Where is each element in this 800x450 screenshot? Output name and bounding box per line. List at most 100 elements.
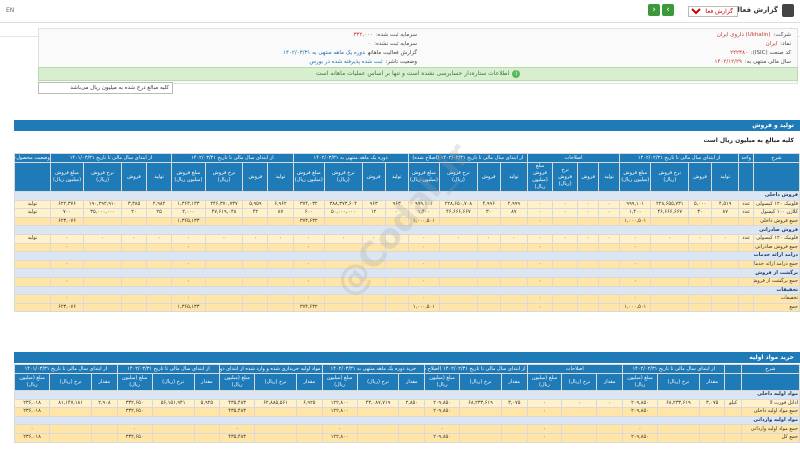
sub-header: تولید — [384, 162, 409, 192]
cell-value — [398, 407, 426, 417]
cell-value: ۲۰۹,۸۵۰ — [622, 407, 658, 417]
group-row: تخفیفات — [14, 285, 800, 296]
cell-value — [91, 407, 118, 417]
cell-value: ۰ — [171, 259, 206, 270]
product-unit — [738, 276, 754, 287]
sub-header: مقدار — [91, 373, 118, 391]
col-ytd: از ابتدای سال مالی تا تاریخ ۱۴۰۲/۰۳/۳۱ — [171, 153, 294, 163]
cell-value: ۰ — [598, 199, 621, 210]
cell-value: ۰ — [526, 208, 554, 218]
sub-header: مبلغ (میلیون ریال) — [321, 373, 358, 391]
cell-value — [459, 432, 502, 443]
cell-value — [323, 302, 363, 313]
cell-value — [688, 276, 713, 287]
cell-value: ۶۲۳,۰۷۶ — [49, 302, 85, 313]
unaudited-alert: iاطلاعات ستاره‌دار حسابرسی نشده است و تن… — [38, 67, 798, 81]
product-unit: عدد — [738, 233, 754, 244]
cell-value: ۰ — [171, 294, 206, 304]
cell-value: ۰ — [526, 407, 563, 417]
cell-value: ۳۰ — [476, 208, 501, 218]
cell-value — [598, 302, 621, 313]
cell-value — [552, 294, 579, 304]
material-name: جمع کل — [740, 432, 800, 443]
cell-value: ۰ — [292, 233, 325, 244]
cell-value — [711, 242, 740, 253]
production-sales-table: شرح واحد از ابتدای سال مالی تا تاریخ ۱۴۰۲/… — [14, 153, 800, 313]
cell-value — [499, 294, 528, 304]
cell-value: ۲۰۹,۸۵۰ — [622, 432, 658, 443]
cell-value: ۰ — [49, 294, 85, 304]
cell-value: ۸۷ — [267, 208, 294, 218]
cell-value — [656, 432, 700, 443]
cell-value — [146, 276, 173, 287]
capital-unregistered: سرمایه ثبت نشده:۰ — [368, 41, 417, 47]
capital-registered: سرمایه ثبت شده:۳۳۲,۰۰۰ — [353, 32, 417, 38]
cell-value: ۰ — [650, 233, 690, 244]
col-unit: واحد — [738, 153, 754, 163]
cell-value: ۶۰۰ — [292, 208, 325, 218]
cell-value: ۰ — [407, 276, 441, 287]
product-name: جمع فروش داخلی — [752, 216, 800, 227]
col-status: وضعیت محصول-واحد — [14, 153, 51, 163]
cell-value: ۲۰۹,۸۵۰ — [424, 398, 461, 409]
cell-value: ۴۷,۶۱۹,۰۴۸ — [204, 208, 244, 218]
cell-value: ۰ — [598, 208, 621, 218]
cell-value: ۰ — [439, 233, 478, 244]
cell-value: ۳,۰۷۵ — [698, 398, 726, 409]
cell-value: ۰ — [120, 233, 148, 244]
next-arrow-icon[interactable]: › — [662, 4, 674, 16]
product-unit: عدد — [738, 199, 754, 210]
material-name: آدانل فورت لا — [740, 398, 800, 409]
cell-value: ۲۰۹,۸۵۰ — [622, 398, 658, 409]
table-header-row: شرح واحد از ابتدای سال مالی تا تاریخ ۱۴۰۲/… — [14, 153, 800, 163]
table-row: جمع فروش داخلی ۱,۰۰۰,۵۰۱ ۰ ۱,۰۰۰,۵۰۱ ۳۷۴,۶۳۲… — [14, 216, 800, 227]
cell-value: ۴۲ — [242, 208, 269, 218]
sub-header: تولید — [267, 162, 294, 192]
cell-value — [146, 216, 173, 227]
cell-value: ۰ — [622, 424, 658, 434]
cell-value — [83, 294, 122, 304]
cell-value — [146, 294, 173, 304]
material-unit — [724, 407, 742, 417]
cell-value: ۰ — [13, 424, 51, 434]
cell-value — [459, 407, 502, 417]
prev-arrow-icon[interactable]: ‹ — [648, 4, 660, 16]
sub-header: مبلغ فروش (میلیون ریال) — [526, 162, 554, 192]
cell-value — [698, 424, 726, 434]
cell-value: ۶۸,۲۳۳,۶۱۹ — [459, 398, 502, 409]
table-row: قلونیک ۱۲۰ کپسولی حبعدد۰۰۰۰۰۰۰۰۰۰۰۰۰۰۰۰۰… — [14, 233, 800, 244]
sub-header: مقدار — [698, 373, 726, 391]
cell-value — [323, 294, 363, 304]
cell-value: ۸۱,۱۴۷,۱۸۱ — [49, 398, 93, 409]
cell-value: ۳,۳۸۵ — [120, 199, 148, 210]
sub-header: فروش — [476, 162, 501, 192]
cell-value: ۰ — [204, 233, 244, 244]
sub-header: نرخ (ریال) — [561, 373, 598, 391]
cell-value — [361, 302, 386, 313]
cell-value — [577, 259, 600, 270]
report-type-select[interactable]: گزارش فعالیت — [688, 6, 738, 17]
group-row: مواد اولیه داخلی — [14, 390, 800, 400]
cell-value — [711, 259, 740, 270]
sub-header: تولید — [146, 162, 173, 192]
table-subheader-row: مقدار نرخ (ریال) مبلغ (میلیون ریال) مقدار نر… — [13, 373, 800, 391]
cell-value: ۰ — [116, 424, 153, 434]
cell-value — [204, 294, 244, 304]
cell-value — [688, 242, 713, 253]
col-period: خرید دوره یک ماهه منتهی به ۱۴۰۲/۰۳/۳۱ — [321, 364, 426, 374]
cell-value — [384, 276, 409, 287]
col-period: از ابتدای سال مالی تا تاریخ ۱۴۰۲/۰۲/۳۱ — [621, 364, 726, 374]
cell-value: ۰ — [407, 233, 441, 244]
cell-value — [698, 407, 726, 417]
cell-value: ۲۳۶,۰۱۸ — [13, 398, 51, 409]
language-toggle[interactable]: EN — [6, 7, 15, 14]
cell-value — [577, 216, 600, 227]
cell-value: ۲۵ — [146, 208, 173, 218]
cell-value — [361, 259, 386, 270]
sub-header: نرخ (ریال) — [656, 373, 700, 391]
cell-value — [439, 294, 478, 304]
cell-value — [476, 242, 501, 253]
cell-value: ۲۲۸,۶۵۵,۷۳۱ — [650, 199, 690, 210]
sub-header: نرخ (ریال) — [459, 373, 502, 391]
cell-value: ۰ — [292, 294, 325, 304]
